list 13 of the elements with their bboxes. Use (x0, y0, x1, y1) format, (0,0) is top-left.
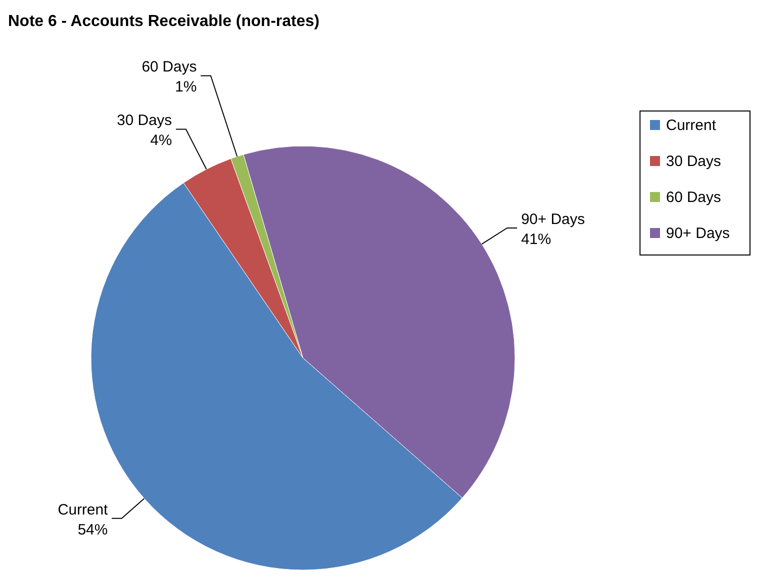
slice-label: 30 Days (116, 112, 172, 130)
slice-label: 60 Days (142, 58, 197, 76)
legend-label: 90+ Days (666, 225, 730, 242)
data-label: 54% (78, 521, 108, 538)
legend-label: 60 Days (666, 189, 722, 206)
data-label: 1% (175, 78, 197, 96)
slice-label: 90+ Days (521, 210, 585, 228)
slice-label: Current (58, 501, 109, 518)
data-label: 41% (521, 230, 552, 248)
legend-label: Current (666, 117, 717, 134)
legend-label: 30 Days (666, 153, 722, 170)
chart-title: Note 6 - Accounts Receivable (non-rates) (8, 13, 320, 30)
data-label: 4% (150, 132, 172, 150)
